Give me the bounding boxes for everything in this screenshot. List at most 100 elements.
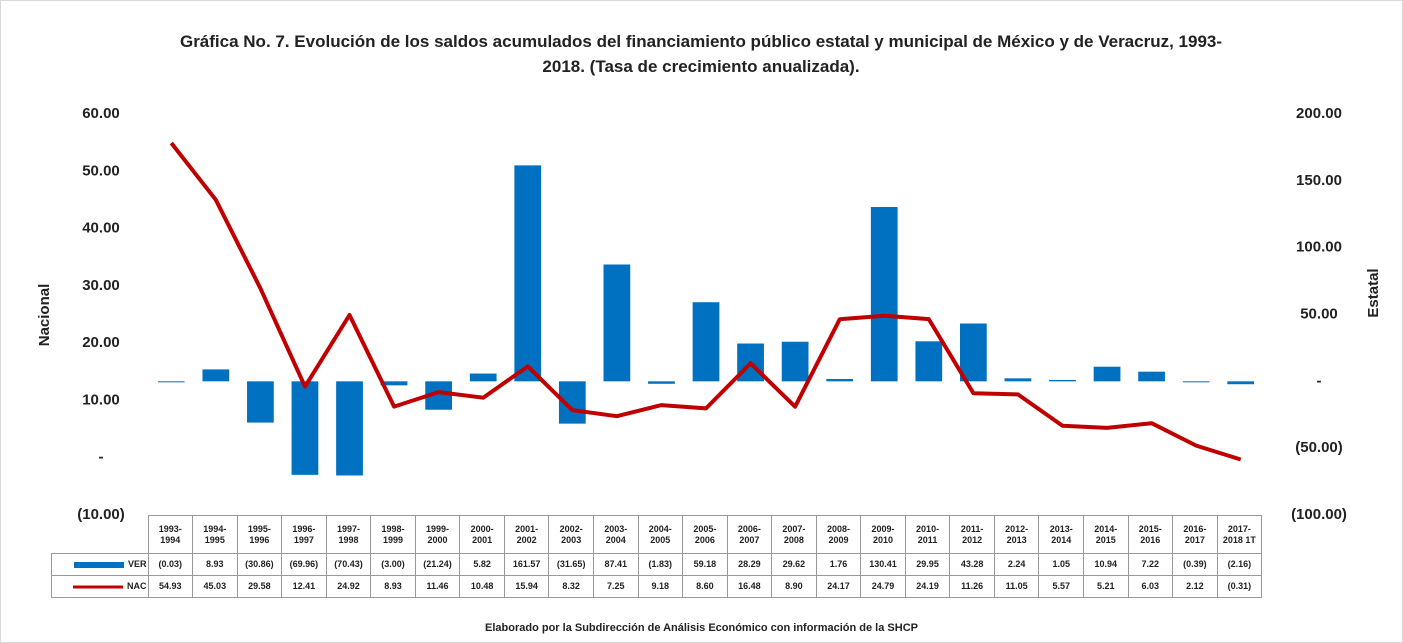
- bar: [1182, 381, 1210, 383]
- category-label: 2000-2001: [459, 515, 505, 554]
- data-label: 54.93: [147, 575, 194, 598]
- category-label: 2002-2003: [548, 515, 594, 554]
- data-label: 16.48: [726, 575, 773, 598]
- bar: [826, 378, 854, 382]
- category-label: 2012-2013: [993, 515, 1040, 554]
- legend-entry: VER: [51, 553, 149, 576]
- y-tick-label: 40.00: [82, 220, 120, 237]
- y2-tick-label: 150.00: [1296, 172, 1342, 189]
- data-label: 24.92: [325, 575, 372, 598]
- corner: [52, 516, 149, 554]
- data-label: 43.28: [949, 553, 995, 576]
- category-label: 2005-2006: [682, 515, 728, 554]
- bar: [915, 341, 943, 382]
- category-label: 2015-2016: [1127, 515, 1174, 554]
- footnote: Elaborado por la Subdirección de Análisi…: [485, 622, 918, 634]
- data-label: 5.21: [1082, 575, 1129, 598]
- data-label: 29.58: [236, 575, 283, 598]
- category-label: 2013-2014: [1038, 515, 1084, 554]
- data-label: 1.05: [1038, 553, 1084, 576]
- y-tick-label: 10.00: [82, 391, 120, 408]
- data-label: 2.12: [1172, 575, 1218, 598]
- legend-key: [73, 561, 124, 568]
- category-label: 2004-2005: [637, 515, 684, 554]
- data-label: 24.19: [904, 575, 951, 598]
- y2-tick-label: (100.00): [1291, 506, 1347, 523]
- bar: [157, 381, 185, 383]
- bar: [870, 207, 898, 382]
- data-label: 2.24: [993, 553, 1040, 576]
- data-label: (0.31): [1216, 575, 1263, 598]
- data-label: 12.41: [281, 575, 327, 598]
- series-row: VER (0.03) 8.93 (30.86) (69.96) (70.43) (3.00)…: [51, 553, 1263, 576]
- data-label: (2.16): [1216, 553, 1263, 576]
- data-label: 5.82: [459, 553, 505, 576]
- category-label: 1994-1995: [192, 515, 238, 554]
- bar: [692, 302, 720, 382]
- category-label: 1995-1996: [236, 515, 283, 554]
- category-label: 1996-1997: [281, 515, 327, 554]
- data-label: 59.18: [682, 553, 728, 576]
- data-label: (30.86): [236, 553, 283, 576]
- data-label: 130.41: [860, 553, 906, 576]
- legend-label: NAC: [127, 581, 147, 591]
- data-label: 87.41: [592, 553, 639, 576]
- data-label: 8.93: [370, 575, 416, 598]
- category-label: 2014-2015: [1082, 515, 1129, 554]
- bar: [603, 264, 631, 382]
- table-header: 1993-1994 1994-1995 1995-1996 1996-1997 1997…: [52, 515, 1263, 554]
- bar: [380, 381, 408, 386]
- data-label: 8.32: [548, 575, 594, 598]
- data-label: 10.94: [1082, 553, 1129, 576]
- y-tick-label: 50.00: [82, 162, 120, 179]
- category-label: 2011-2012: [949, 515, 995, 554]
- data-label: (70.43): [325, 553, 372, 576]
- data-label: (0.39): [1172, 553, 1218, 576]
- y-tick-label: 30.00: [82, 277, 120, 294]
- category-label: 2008-2009: [815, 515, 862, 554]
- data-label: 7.25: [592, 575, 639, 598]
- category-label: 1998-1999: [370, 515, 416, 554]
- data-label: 10.48: [459, 575, 505, 598]
- y-tick-label: -: [99, 449, 104, 466]
- y2-tick-label: 100.00: [1296, 239, 1342, 256]
- bar: [291, 381, 319, 475]
- data-label: 8.60: [682, 575, 728, 598]
- category-label: 2007-2008: [771, 515, 817, 554]
- data-label: 11.05: [993, 575, 1040, 598]
- series-row: NAC 54.93 45.03 29.58 12.41 24.92 8.93 11.46 10.…: [51, 575, 1263, 598]
- category-label: 2016-2017: [1172, 515, 1218, 554]
- bar: [336, 381, 363, 476]
- category-label: 1993-1994: [147, 515, 194, 554]
- bar: [202, 369, 230, 382]
- category-label: 1999-2000: [414, 515, 461, 554]
- legend-key: [73, 585, 123, 589]
- data-label: 24.17: [815, 575, 862, 598]
- data-label: 45.03: [192, 575, 238, 598]
- bar: [959, 323, 987, 382]
- data-label: 6.03: [1127, 575, 1174, 598]
- data-label: (21.24): [414, 553, 461, 576]
- data-label: 29.62: [771, 553, 817, 576]
- category-label: 2006-2007: [726, 515, 773, 554]
- category-label: 2003-2004: [592, 515, 639, 554]
- category-label: 1997-1998: [325, 515, 372, 554]
- data-label: (3.00): [370, 553, 416, 576]
- bar: [1093, 366, 1121, 382]
- data-label: 9.18: [637, 575, 684, 598]
- category-label: 2009-2010: [860, 515, 906, 554]
- data-label: 11.46: [414, 575, 461, 598]
- data-label: (69.96): [281, 553, 327, 576]
- category-label: 2001-2002: [503, 515, 550, 554]
- bar: [247, 381, 274, 423]
- data-label: 29.95: [904, 553, 951, 576]
- legend-swatch: [73, 561, 124, 568]
- line: [169, 141, 1242, 462]
- bar: [648, 381, 675, 384]
- legend-label: VER: [127, 559, 147, 569]
- data-label: 24.79: [860, 575, 906, 598]
- bar: [1004, 378, 1032, 382]
- data-label: (1.83): [637, 553, 684, 576]
